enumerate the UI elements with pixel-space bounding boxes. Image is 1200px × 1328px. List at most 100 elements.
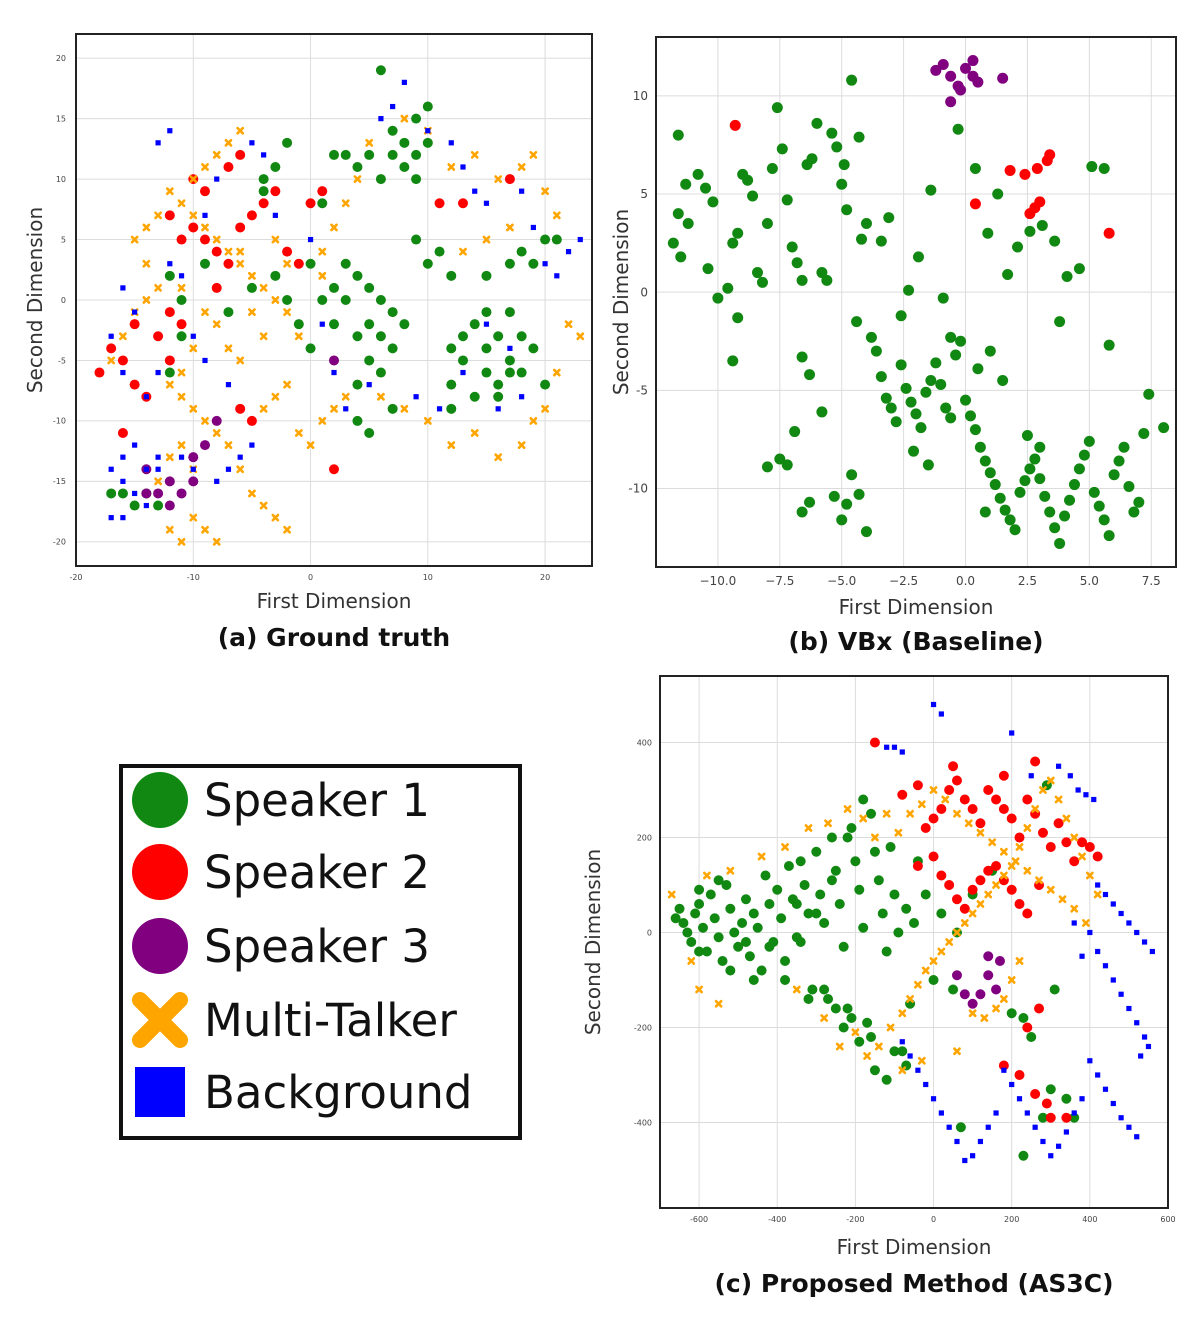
point-speaker1 — [352, 379, 363, 390]
point-speaker1 — [774, 453, 786, 465]
point-multi-talker — [917, 800, 926, 809]
point-background — [938, 711, 944, 717]
point-speaker1 — [493, 379, 504, 390]
point-multi-talker — [506, 223, 514, 232]
point-background — [237, 454, 243, 460]
point-speaker1 — [1118, 441, 1130, 453]
point-speaker1 — [830, 865, 841, 876]
point-multi-talker — [423, 417, 432, 425]
point-speaker1 — [305, 343, 316, 354]
point-background — [214, 478, 220, 484]
point-speaker2 — [928, 813, 939, 824]
point-speaker1 — [725, 965, 736, 976]
point-multi-talker — [294, 429, 303, 437]
point-multi-talker — [874, 1042, 883, 1051]
point-speaker1 — [945, 331, 957, 343]
point-multi-talker — [843, 805, 852, 813]
point-multi-talker — [1007, 976, 1016, 984]
point-multi-talker — [224, 247, 233, 256]
point-background — [1118, 910, 1124, 917]
y-axis-label: Second Dimension — [609, 209, 633, 395]
point-speaker3 — [329, 355, 339, 366]
point-speaker2 — [235, 222, 246, 233]
point-multi-talker — [259, 501, 268, 510]
point-speaker1 — [984, 467, 996, 479]
point-multi-talker — [470, 151, 479, 159]
point-speaker1 — [364, 149, 375, 160]
x-tick-label: −10.0 — [700, 574, 737, 588]
point-background — [225, 466, 232, 472]
point-speaker1 — [352, 270, 363, 281]
point-speaker1 — [1054, 537, 1066, 549]
point-background — [1067, 773, 1073, 779]
y-tick-label: 10 — [56, 175, 66, 184]
point-speaker1 — [936, 908, 947, 919]
point-background — [1110, 1100, 1116, 1107]
point-background — [938, 1110, 944, 1116]
point-speaker2 — [944, 880, 955, 890]
point-speaker1 — [816, 267, 828, 279]
point-speaker1 — [270, 162, 281, 172]
point-speaker1 — [153, 500, 164, 511]
point-background — [530, 224, 536, 231]
x-tick-label: 7.5 — [1142, 574, 1161, 588]
point-multi-talker — [236, 356, 245, 365]
point-speaker1 — [869, 1065, 880, 1076]
point-speaker1 — [551, 234, 562, 245]
point-multi-talker — [863, 1052, 872, 1060]
point-speaker1 — [854, 1036, 865, 1047]
point-speaker1 — [1002, 269, 1014, 281]
point-speaker1 — [815, 889, 826, 900]
point-background — [401, 79, 407, 85]
point-background — [390, 103, 396, 110]
point-speaker1 — [870, 345, 882, 357]
point-background — [155, 140, 161, 146]
point-speaker1 — [364, 319, 375, 330]
point-multi-talker — [1023, 824, 1032, 832]
point-background — [214, 176, 220, 182]
point-background — [1087, 929, 1093, 936]
x-tick-label: 2.5 — [1018, 574, 1037, 588]
y-tick-label: 0 — [640, 285, 648, 299]
point-speaker1 — [481, 307, 492, 318]
point-background — [1126, 1124, 1132, 1130]
point-multi-talker — [494, 453, 503, 462]
point-speaker1 — [903, 284, 915, 296]
point-speaker2 — [959, 903, 970, 914]
point-speaker1 — [756, 276, 768, 288]
point-background — [1055, 763, 1062, 769]
point-speaker1 — [528, 343, 539, 354]
point-background — [202, 357, 208, 364]
point-background — [1134, 1134, 1140, 1140]
point-speaker2 — [1014, 1070, 1025, 1080]
point-background — [343, 406, 349, 412]
point-speaker1 — [1133, 496, 1145, 508]
point-speaker1 — [721, 880, 732, 890]
point-multi-talker — [984, 890, 993, 899]
point-speaker1 — [375, 331, 386, 342]
point-speaker3 — [188, 476, 199, 487]
point-background — [899, 1039, 905, 1045]
x-tick-label: −2.5 — [889, 574, 918, 588]
y-tick-label: 0 — [61, 296, 66, 305]
point-speaker1 — [789, 426, 801, 438]
point-multi-talker — [494, 175, 503, 183]
point-speaker1 — [697, 922, 708, 933]
point-speaker2 — [975, 875, 986, 886]
point-speaker1 — [982, 227, 994, 239]
point-speaker1 — [875, 235, 887, 247]
point-background — [1118, 991, 1124, 997]
point-speaker1 — [481, 343, 492, 354]
point-speaker1 — [678, 918, 689, 928]
point-multi-talker — [236, 247, 245, 256]
point-speaker1 — [922, 459, 934, 471]
point-speaker2 — [983, 785, 994, 795]
point-multi-talker — [165, 187, 174, 196]
point-background — [472, 188, 478, 194]
point-speaker1 — [930, 357, 942, 369]
point-background — [1001, 1067, 1007, 1073]
point-speaker2 — [869, 737, 880, 748]
point-speaker1 — [375, 295, 386, 305]
point-speaker1 — [375, 174, 386, 185]
x-tick-label: 20 — [540, 573, 550, 582]
